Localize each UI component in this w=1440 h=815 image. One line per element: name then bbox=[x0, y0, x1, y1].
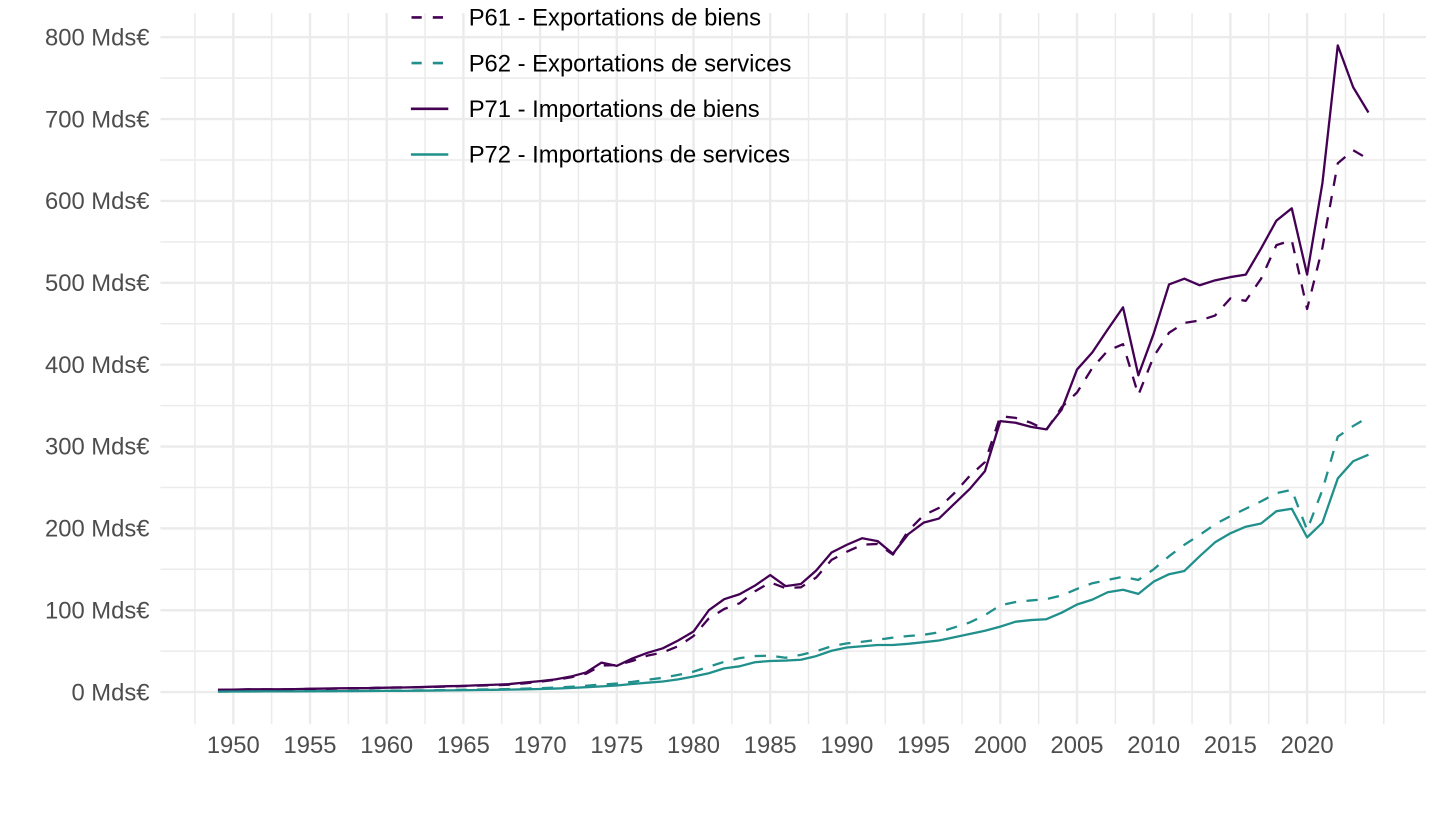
svg-text:100 Mds€: 100 Mds€ bbox=[45, 597, 150, 624]
svg-text:1990: 1990 bbox=[820, 732, 873, 759]
svg-text:1975: 1975 bbox=[590, 732, 643, 759]
svg-text:2005: 2005 bbox=[1051, 732, 1104, 759]
svg-text:P61 - Exportations de biens: P61 - Exportations de biens bbox=[469, 5, 761, 32]
svg-text:0 Mds€: 0 Mds€ bbox=[71, 679, 149, 706]
svg-text:1985: 1985 bbox=[744, 732, 797, 759]
svg-text:1955: 1955 bbox=[284, 732, 337, 759]
svg-text:2010: 2010 bbox=[1127, 732, 1180, 759]
svg-text:1965: 1965 bbox=[437, 732, 490, 759]
svg-text:P71 - Importations de biens: P71 - Importations de biens bbox=[469, 96, 760, 123]
svg-text:600 Mds€: 600 Mds€ bbox=[45, 188, 150, 215]
svg-text:2015: 2015 bbox=[1204, 732, 1257, 759]
svg-text:400 Mds€: 400 Mds€ bbox=[45, 352, 150, 379]
svg-text:800 Mds€: 800 Mds€ bbox=[45, 24, 150, 51]
svg-text:1970: 1970 bbox=[514, 732, 567, 759]
svg-text:1995: 1995 bbox=[897, 732, 950, 759]
svg-text:500 Mds€: 500 Mds€ bbox=[45, 270, 150, 297]
svg-text:300 Mds€: 300 Mds€ bbox=[45, 434, 150, 461]
svg-text:P72 - Importations de services: P72 - Importations de services bbox=[469, 142, 790, 169]
svg-text:1950: 1950 bbox=[207, 732, 260, 759]
svg-text:2000: 2000 bbox=[974, 732, 1027, 759]
svg-text:2020: 2020 bbox=[1281, 732, 1334, 759]
svg-text:700 Mds€: 700 Mds€ bbox=[45, 106, 150, 133]
svg-text:P62 - Exportations de services: P62 - Exportations de services bbox=[469, 50, 792, 77]
svg-text:200 Mds€: 200 Mds€ bbox=[45, 516, 150, 543]
svg-text:1980: 1980 bbox=[667, 732, 720, 759]
svg-text:1960: 1960 bbox=[360, 732, 413, 759]
